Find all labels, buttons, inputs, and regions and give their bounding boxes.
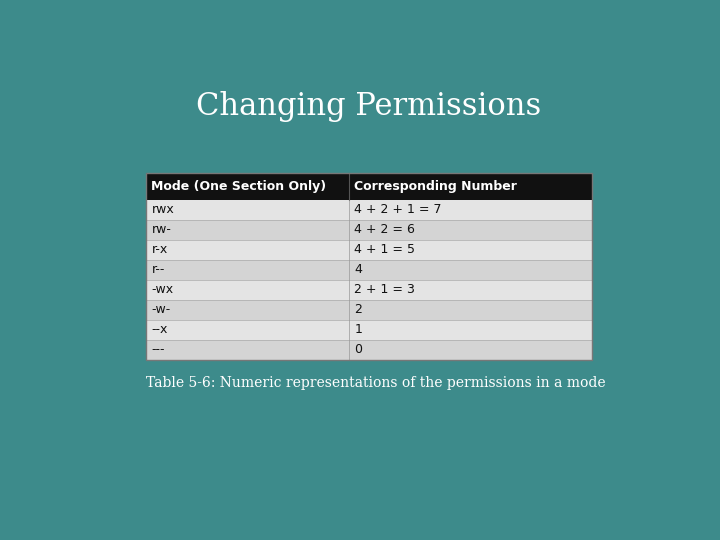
Text: Table 5-6: Numeric representations of the permissions in a mode: Table 5-6: Numeric representations of th… [145, 376, 606, 390]
Bar [145, 200, 593, 220]
Bar [145, 320, 593, 340]
Text: Changing Permissions: Changing Permissions [197, 91, 541, 122]
Text: r--: r-- [151, 264, 165, 276]
Text: 2 + 1 = 3: 2 + 1 = 3 [354, 284, 415, 296]
Bar [145, 173, 593, 360]
Text: -wx: -wx [151, 284, 174, 296]
Text: 2: 2 [354, 303, 362, 316]
Bar [145, 300, 593, 320]
Text: 4: 4 [354, 264, 362, 276]
Text: -w-: -w- [151, 303, 171, 316]
Text: 0: 0 [354, 343, 362, 356]
Text: rw-: rw- [151, 224, 171, 237]
Bar [145, 220, 593, 240]
Text: 4 + 2 = 6: 4 + 2 = 6 [354, 224, 415, 237]
Text: Mode (One Section Only): Mode (One Section Only) [151, 180, 326, 193]
Bar [145, 240, 593, 260]
Text: --x: --x [151, 323, 168, 336]
Text: r-x: r-x [151, 244, 168, 256]
Text: rwx: rwx [151, 204, 174, 217]
Text: 4 + 1 = 5: 4 + 1 = 5 [354, 244, 415, 256]
Bar [145, 260, 593, 280]
Text: ---: --- [151, 343, 165, 356]
Bar [145, 340, 593, 360]
Text: 4 + 2 + 1 = 7: 4 + 2 + 1 = 7 [354, 204, 442, 217]
Text: 1: 1 [354, 323, 362, 336]
Bar [145, 280, 593, 300]
Bar [145, 173, 593, 200]
Text: Corresponding Number: Corresponding Number [354, 180, 518, 193]
